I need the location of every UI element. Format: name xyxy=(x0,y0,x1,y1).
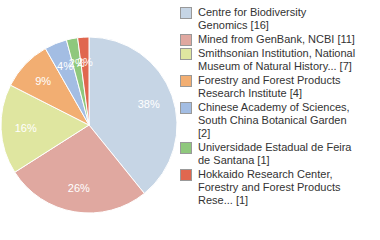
svg-text:9%: 9% xyxy=(35,75,51,87)
html-text:Hokkaido Research Center, Fore: Hokkaido Research Center, Forestry and F… xyxy=(198,168,341,206)
svg-text:38%: 38% xyxy=(138,98,160,110)
svg-text:16%: 16% xyxy=(15,122,37,134)
html-text:Forestry and Forest Products R: Forestry and Forest Products Research In… xyxy=(198,74,341,99)
svg-text:26%: 26% xyxy=(68,182,90,194)
html-text:Centre for Biodiversity Genomi: Centre for Biodiversity Genomics [16] xyxy=(198,6,307,31)
html-text:Universidade Estadual de Feira: Universidade Estadual de Feira de Santan… xyxy=(198,141,352,166)
html-text:Chinese Academy of Sciences, S: Chinese Academy of Sciences, South China… xyxy=(198,101,350,139)
svg-text:2%: 2% xyxy=(77,56,93,68)
svg-text:4%: 4% xyxy=(57,60,73,73)
html-text:Smithsonian Institution, Natio: Smithsonian Institution, National Museum… xyxy=(198,47,356,72)
html-text:Mined from GenBank, NCBI [11]: Mined from GenBank, NCBI [11] xyxy=(198,33,355,45)
